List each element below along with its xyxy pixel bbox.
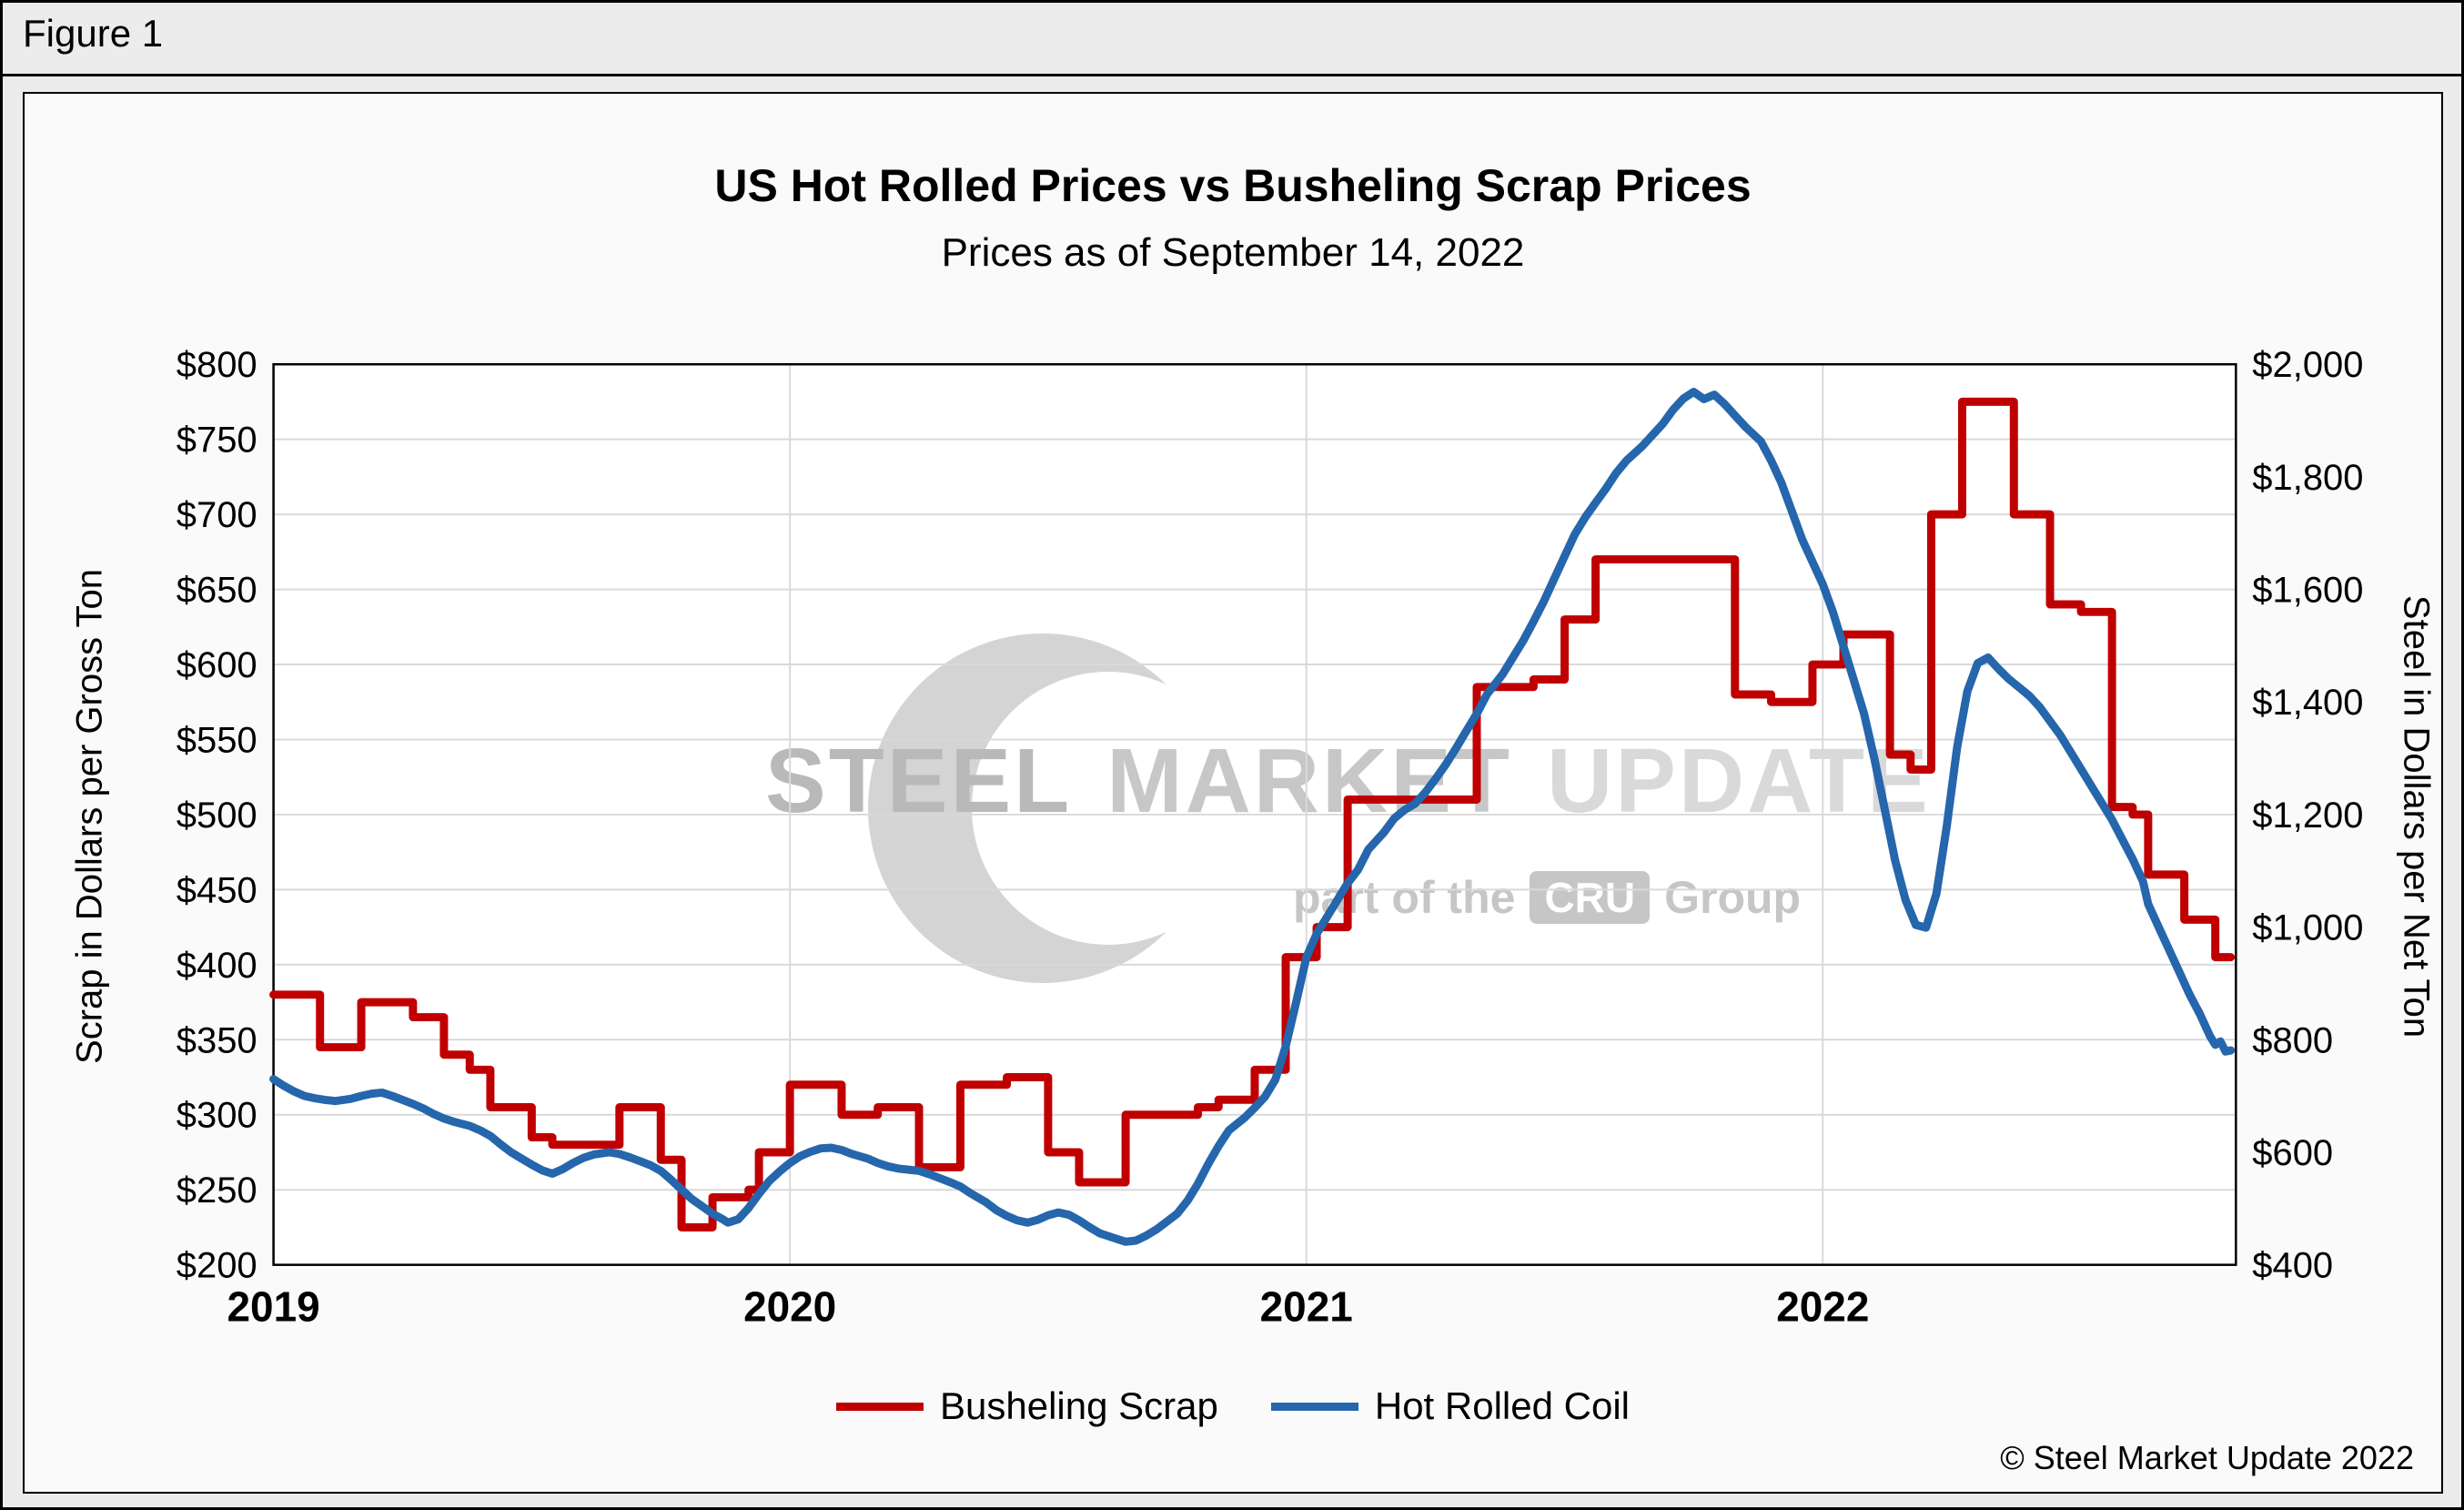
- figure-header-rule: [3, 74, 2461, 76]
- right-axis-tick-label: $2,000: [2252, 345, 2363, 385]
- left-axis-tick-label: $550: [177, 720, 258, 760]
- legend-item-busheling-scrap: Busheling Scrap: [836, 1384, 1218, 1428]
- left-axis-tick-label: $600: [177, 645, 258, 685]
- legend-label-busheling-scrap: Busheling Scrap: [940, 1384, 1218, 1427]
- x-axis-tick-label: 2020: [743, 1283, 836, 1331]
- legend-swatch-hot-rolled-coil: [1270, 1402, 1358, 1411]
- left-axis-tick-label: $300: [177, 1096, 258, 1136]
- right-axis-tick-label: $1,800: [2252, 458, 2363, 498]
- right-axis-tick-label: $800: [2252, 1020, 2333, 1060]
- left-axis-tick-label: $200: [177, 1246, 258, 1286]
- chart-title: US Hot Rolled Prices vs Busheling Scrap …: [714, 160, 1752, 211]
- legend-item-hot-rolled-coil: Hot Rolled Coil: [1270, 1384, 1630, 1428]
- left-axis-tick-label: $750: [177, 421, 258, 461]
- chart-subtitle: Prices as of September 14, 2022: [941, 230, 1525, 275]
- legend-swatch-busheling-scrap: [836, 1402, 924, 1411]
- plot-border: [272, 362, 2237, 1266]
- figure-label: Figure 1: [23, 12, 164, 55]
- chart-canvas: $200 $250 $300 $350 $400 $450 $500 $550 $600 $650…: [177, 345, 2364, 1331]
- chart-legend: Busheling Scrap Hot Rolled Coil: [25, 1384, 2441, 1428]
- copyright: © Steel Market Update 2022: [2000, 1439, 2414, 1476]
- series-line-busheling-scrap: [269, 397, 2236, 1231]
- left-axis-tick-label: $350: [177, 1020, 258, 1060]
- plot-area: [274, 365, 2239, 1268]
- x-axis-tick-label: 2022: [1776, 1283, 1869, 1331]
- watermark-subtext: part of the CRU Group: [1293, 871, 1801, 924]
- right-axis-tick-label: $400: [2252, 1246, 2333, 1286]
- chart-panel: US Hot Rolled Prices vs Busheling Scrap …: [23, 92, 2443, 1494]
- x-axis-tick-label: 2021: [1260, 1283, 1353, 1331]
- cru-badge: CRU: [1530, 871, 1651, 924]
- left-axis-tick-label: $250: [177, 1171, 258, 1211]
- right-axis-tick-label: $600: [2252, 1133, 2333, 1173]
- right-axis-tick-label: $1,000: [2252, 908, 2363, 948]
- x-axis-tick-label: 2019: [227, 1283, 320, 1331]
- series-line-hot-rolled-coil: [269, 388, 2236, 1246]
- left-axis-tick-label: $700: [177, 495, 258, 535]
- left-axis-tick-label: $400: [177, 946, 258, 986]
- right-axis-tick-label: $1,200: [2252, 796, 2363, 836]
- left-axis-tick-label: $800: [177, 345, 258, 385]
- legend-label-hot-rolled-coil: Hot Rolled Coil: [1374, 1384, 1630, 1427]
- left-axis-tick-label: $650: [177, 571, 258, 611]
- right-axis-tick-label: $1,400: [2252, 683, 2363, 723]
- watermark-part-suffix: Group: [1664, 872, 1802, 923]
- right-axis-tick-label: $1,600: [2252, 571, 2363, 611]
- left-axis-tick-label: $450: [177, 870, 258, 910]
- left-axis-tick-label: $500: [177, 796, 258, 836]
